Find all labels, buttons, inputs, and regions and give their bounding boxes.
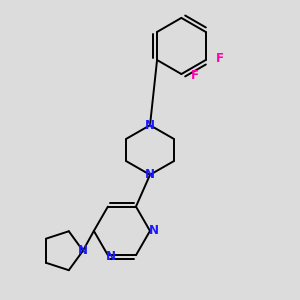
Text: N: N: [149, 224, 159, 237]
Text: F: F: [191, 69, 199, 82]
Text: F: F: [216, 52, 224, 65]
Text: N: N: [78, 244, 88, 257]
Text: N: N: [145, 119, 155, 132]
Text: N: N: [106, 250, 116, 263]
Text: N: N: [145, 168, 155, 181]
